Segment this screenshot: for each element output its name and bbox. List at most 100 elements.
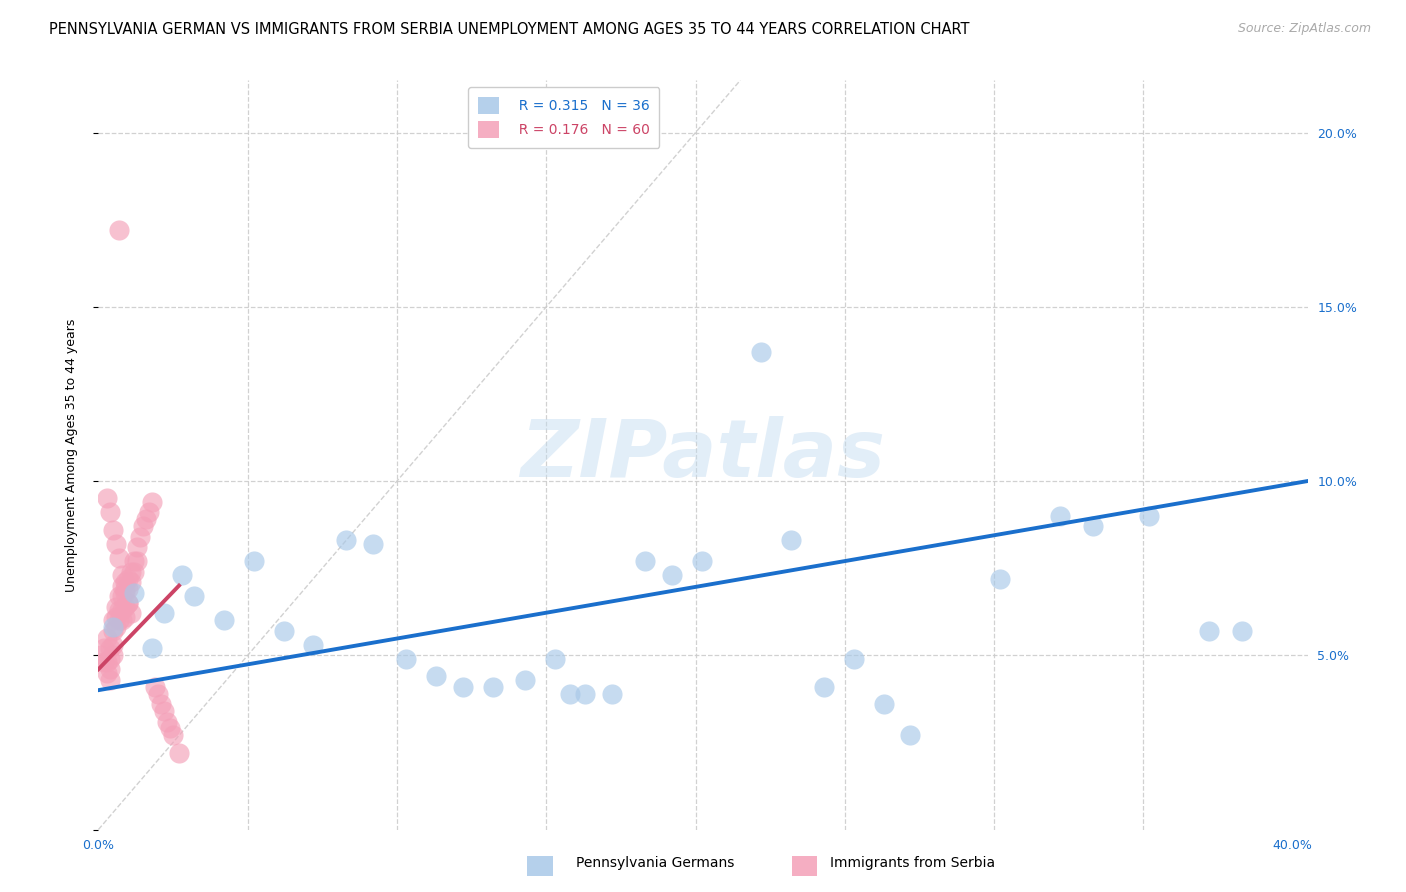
Point (141, 641, 163, 656)
Point (111, 579, 134, 593)
Point (120, 575, 142, 590)
Point (96, 491, 118, 506)
Point (146, 687, 169, 701)
Point (302, 638, 325, 652)
Point (153, 704, 176, 718)
Point (111, 589, 134, 603)
Point (108, 550, 131, 565)
Point (132, 519, 155, 533)
Point (900, 729, 922, 743)
Point (1049, 508, 1071, 523)
Point (1230, 624, 1253, 638)
Point (122, 565, 145, 579)
Point (114, 575, 136, 590)
Point (242, 554, 264, 568)
Point (120, 607, 142, 621)
Point (105, 537, 128, 551)
Point (98, 652, 121, 666)
Point (114, 585, 136, 599)
Point (105, 599, 128, 614)
Point (183, 589, 205, 603)
Point (105, 610, 128, 624)
Point (690, 554, 713, 568)
Point (98, 505, 121, 519)
Point (1137, 508, 1160, 523)
Point (395, 652, 418, 666)
Point (212, 614, 235, 628)
Point (544, 652, 567, 666)
Point (129, 530, 152, 544)
Point (105, 620, 128, 634)
Point (988, 572, 1011, 586)
Point (122, 554, 145, 568)
Point (127, 554, 149, 568)
Text: Pennsylvania Germans: Pennsylvania Germans (576, 856, 735, 871)
Point (661, 568, 683, 582)
Point (600, 687, 623, 701)
Point (93, 655, 115, 669)
Point (90, 648, 112, 663)
Point (114, 599, 136, 614)
Point (135, 512, 157, 526)
Text: Immigrants from Serbia: Immigrants from Serbia (830, 856, 994, 871)
Point (114, 610, 136, 624)
Point (1198, 624, 1220, 638)
Point (273, 624, 295, 638)
Point (111, 568, 134, 582)
Point (127, 541, 149, 555)
Point (96, 665, 118, 680)
Point (150, 697, 173, 711)
Point (103, 523, 125, 537)
Point (574, 687, 596, 701)
Point (634, 554, 657, 568)
Point (117, 596, 139, 610)
Point (515, 673, 537, 687)
Point (103, 638, 125, 652)
Point (156, 714, 179, 729)
Point (93, 641, 115, 656)
Point (108, 603, 131, 617)
Point (117, 596, 139, 610)
Point (560, 687, 582, 701)
Text: PENNSYLVANIA GERMAN VS IMMIGRANTS FROM SERBIA UNEMPLOYMENT AMONG AGES 35 TO 44 Y: PENNSYLVANIA GERMAN VS IMMIGRANTS FROM S… (49, 22, 970, 37)
Point (96, 655, 118, 669)
Point (111, 603, 134, 617)
Text: Source: ZipAtlas.com: Source: ZipAtlas.com (1237, 22, 1371, 36)
Point (780, 533, 803, 548)
Point (98, 641, 121, 656)
Point (141, 495, 163, 509)
Point (120, 565, 142, 579)
Text: ZIPatlas: ZIPatlas (520, 416, 886, 494)
Point (170, 568, 193, 582)
Point (813, 680, 835, 694)
Point (153, 607, 176, 621)
Point (872, 697, 894, 711)
Point (103, 614, 125, 628)
Point (103, 624, 125, 638)
Point (1081, 519, 1104, 533)
Point (335, 533, 357, 548)
Point (138, 505, 160, 519)
Point (98, 673, 121, 687)
Point (162, 729, 184, 743)
Point (749, 345, 772, 359)
Point (167, 746, 190, 760)
Point (425, 669, 447, 683)
Point (114, 582, 136, 596)
Point (481, 680, 503, 694)
Point (103, 648, 125, 663)
Point (117, 572, 139, 586)
Point (96, 631, 118, 645)
Point (451, 680, 474, 694)
Point (111, 614, 134, 628)
Legend:   R = 0.315   N = 36,   R = 0.176   N = 60: R = 0.315 N = 36, R = 0.176 N = 60 (468, 87, 659, 147)
Point (361, 537, 384, 551)
Point (108, 223, 131, 237)
Point (108, 614, 131, 628)
Point (159, 722, 181, 736)
Point (842, 652, 865, 666)
Point (143, 680, 166, 694)
Point (98, 662, 121, 676)
Point (117, 582, 139, 596)
Point (122, 585, 145, 599)
